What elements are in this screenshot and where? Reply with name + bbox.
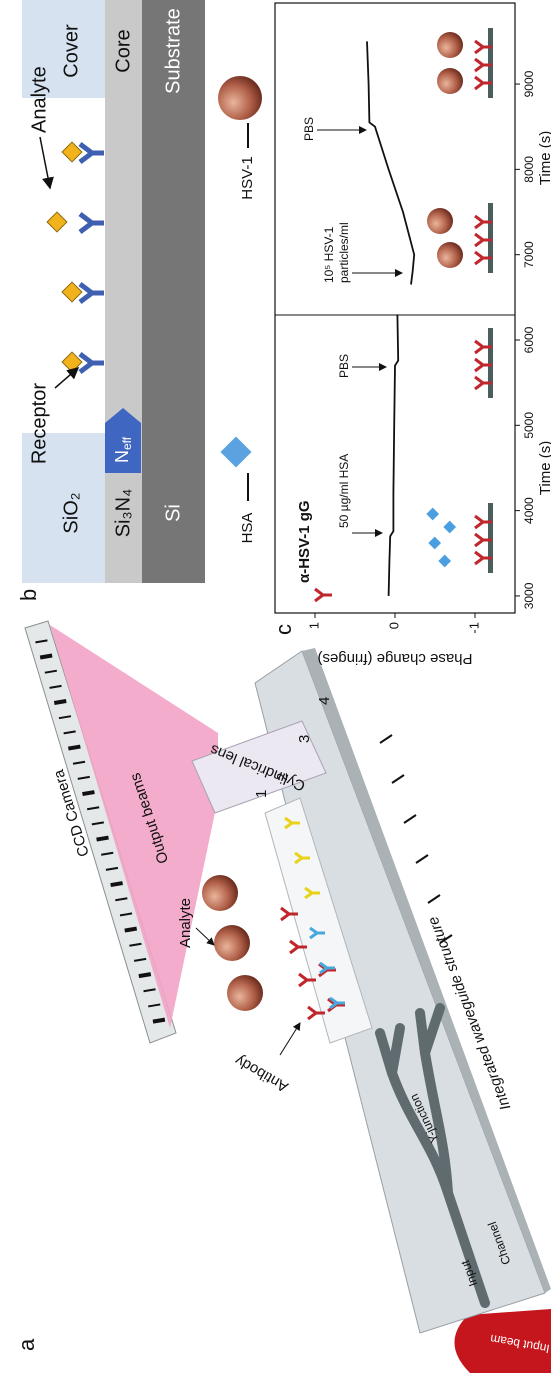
fringe	[97, 838, 109, 840]
channel-number: 4	[316, 697, 333, 705]
x-tick-label: 6000	[522, 326, 536, 353]
analyte-label: Analyte	[177, 898, 194, 948]
cover-label: Cover	[60, 24, 82, 78]
virus	[214, 925, 250, 961]
x-tick-label: 7000	[522, 241, 536, 268]
hsv-label: HSV-1	[239, 156, 256, 199]
virus	[202, 875, 238, 911]
receptor-label: Receptor	[28, 383, 50, 464]
y-tick-label: -1	[466, 622, 481, 634]
annotation: 10⁵ HSV-1	[322, 226, 336, 283]
legend-icon	[315, 589, 332, 601]
channel-number: 2	[274, 773, 291, 781]
fringe	[111, 883, 123, 885]
fringe	[54, 701, 66, 703]
antibody-label: Antibody	[232, 1051, 291, 1095]
legend-text: α-HSV-1 gG	[296, 500, 313, 583]
y-tick-label: 0	[386, 622, 401, 629]
figure-canvas: a Input beam CCD Camera Output beams Ant…	[0, 0, 551, 1373]
channel-number: 3	[296, 735, 313, 743]
fringe	[125, 929, 137, 931]
panel-label: a	[14, 1338, 39, 1351]
plot: 3000 4000 5000 6000 7000 8000 9000 1 0 -1	[275, 3, 536, 634]
arrow	[196, 928, 214, 945]
arrow	[55, 368, 78, 388]
sio2-label: SiO₂	[60, 492, 82, 533]
annotation: particles/ml	[337, 222, 351, 283]
figure: a Input beam CCD Camera Output beams Ant…	[0, 0, 551, 1373]
x-tick-label: 3000	[522, 582, 536, 609]
x-axis-label: Time (s)	[537, 441, 551, 495]
fringe	[153, 1020, 165, 1022]
si-label: Si	[162, 504, 184, 522]
x-tick-label: 9000	[522, 70, 536, 97]
x-tick-label: 5000	[522, 412, 536, 439]
y-axis-label: Phase change (fringes)	[317, 650, 472, 667]
virus	[227, 975, 263, 1011]
y-tick-label: 1	[306, 622, 321, 629]
si3n4-label: Si₃N₄	[112, 489, 134, 538]
neff-sub: eff	[120, 436, 134, 450]
panel-label: b	[16, 589, 41, 601]
substrate-label: Substrate	[162, 8, 184, 94]
panel-label: c	[271, 624, 296, 635]
surface-icons	[426, 28, 493, 573]
arrow	[280, 1023, 300, 1055]
analyte-label: Analyte	[28, 66, 50, 133]
core-label: Core	[112, 29, 134, 72]
virus	[218, 76, 262, 120]
fringe	[82, 792, 94, 794]
annotation: PBS	[337, 354, 351, 378]
data-line	[389, 314, 399, 596]
annotation: PBS	[302, 117, 316, 141]
fringe	[139, 974, 151, 976]
fringe	[68, 747, 80, 749]
arrow	[40, 137, 50, 188]
channel-number: 1	[253, 790, 270, 798]
x-axis-label: Time (s)	[537, 131, 551, 185]
x-tick-label: 8000	[522, 156, 536, 183]
hsa-label: HSA	[239, 513, 256, 544]
data-line	[367, 41, 414, 284]
x-tick-label: 4000	[522, 497, 536, 524]
receptors	[47, 142, 104, 372]
hsa-icon	[220, 436, 251, 467]
annotation: 50 µg/ml HSA	[337, 454, 351, 528]
fringe	[40, 656, 52, 658]
neff-main: N	[112, 450, 132, 463]
